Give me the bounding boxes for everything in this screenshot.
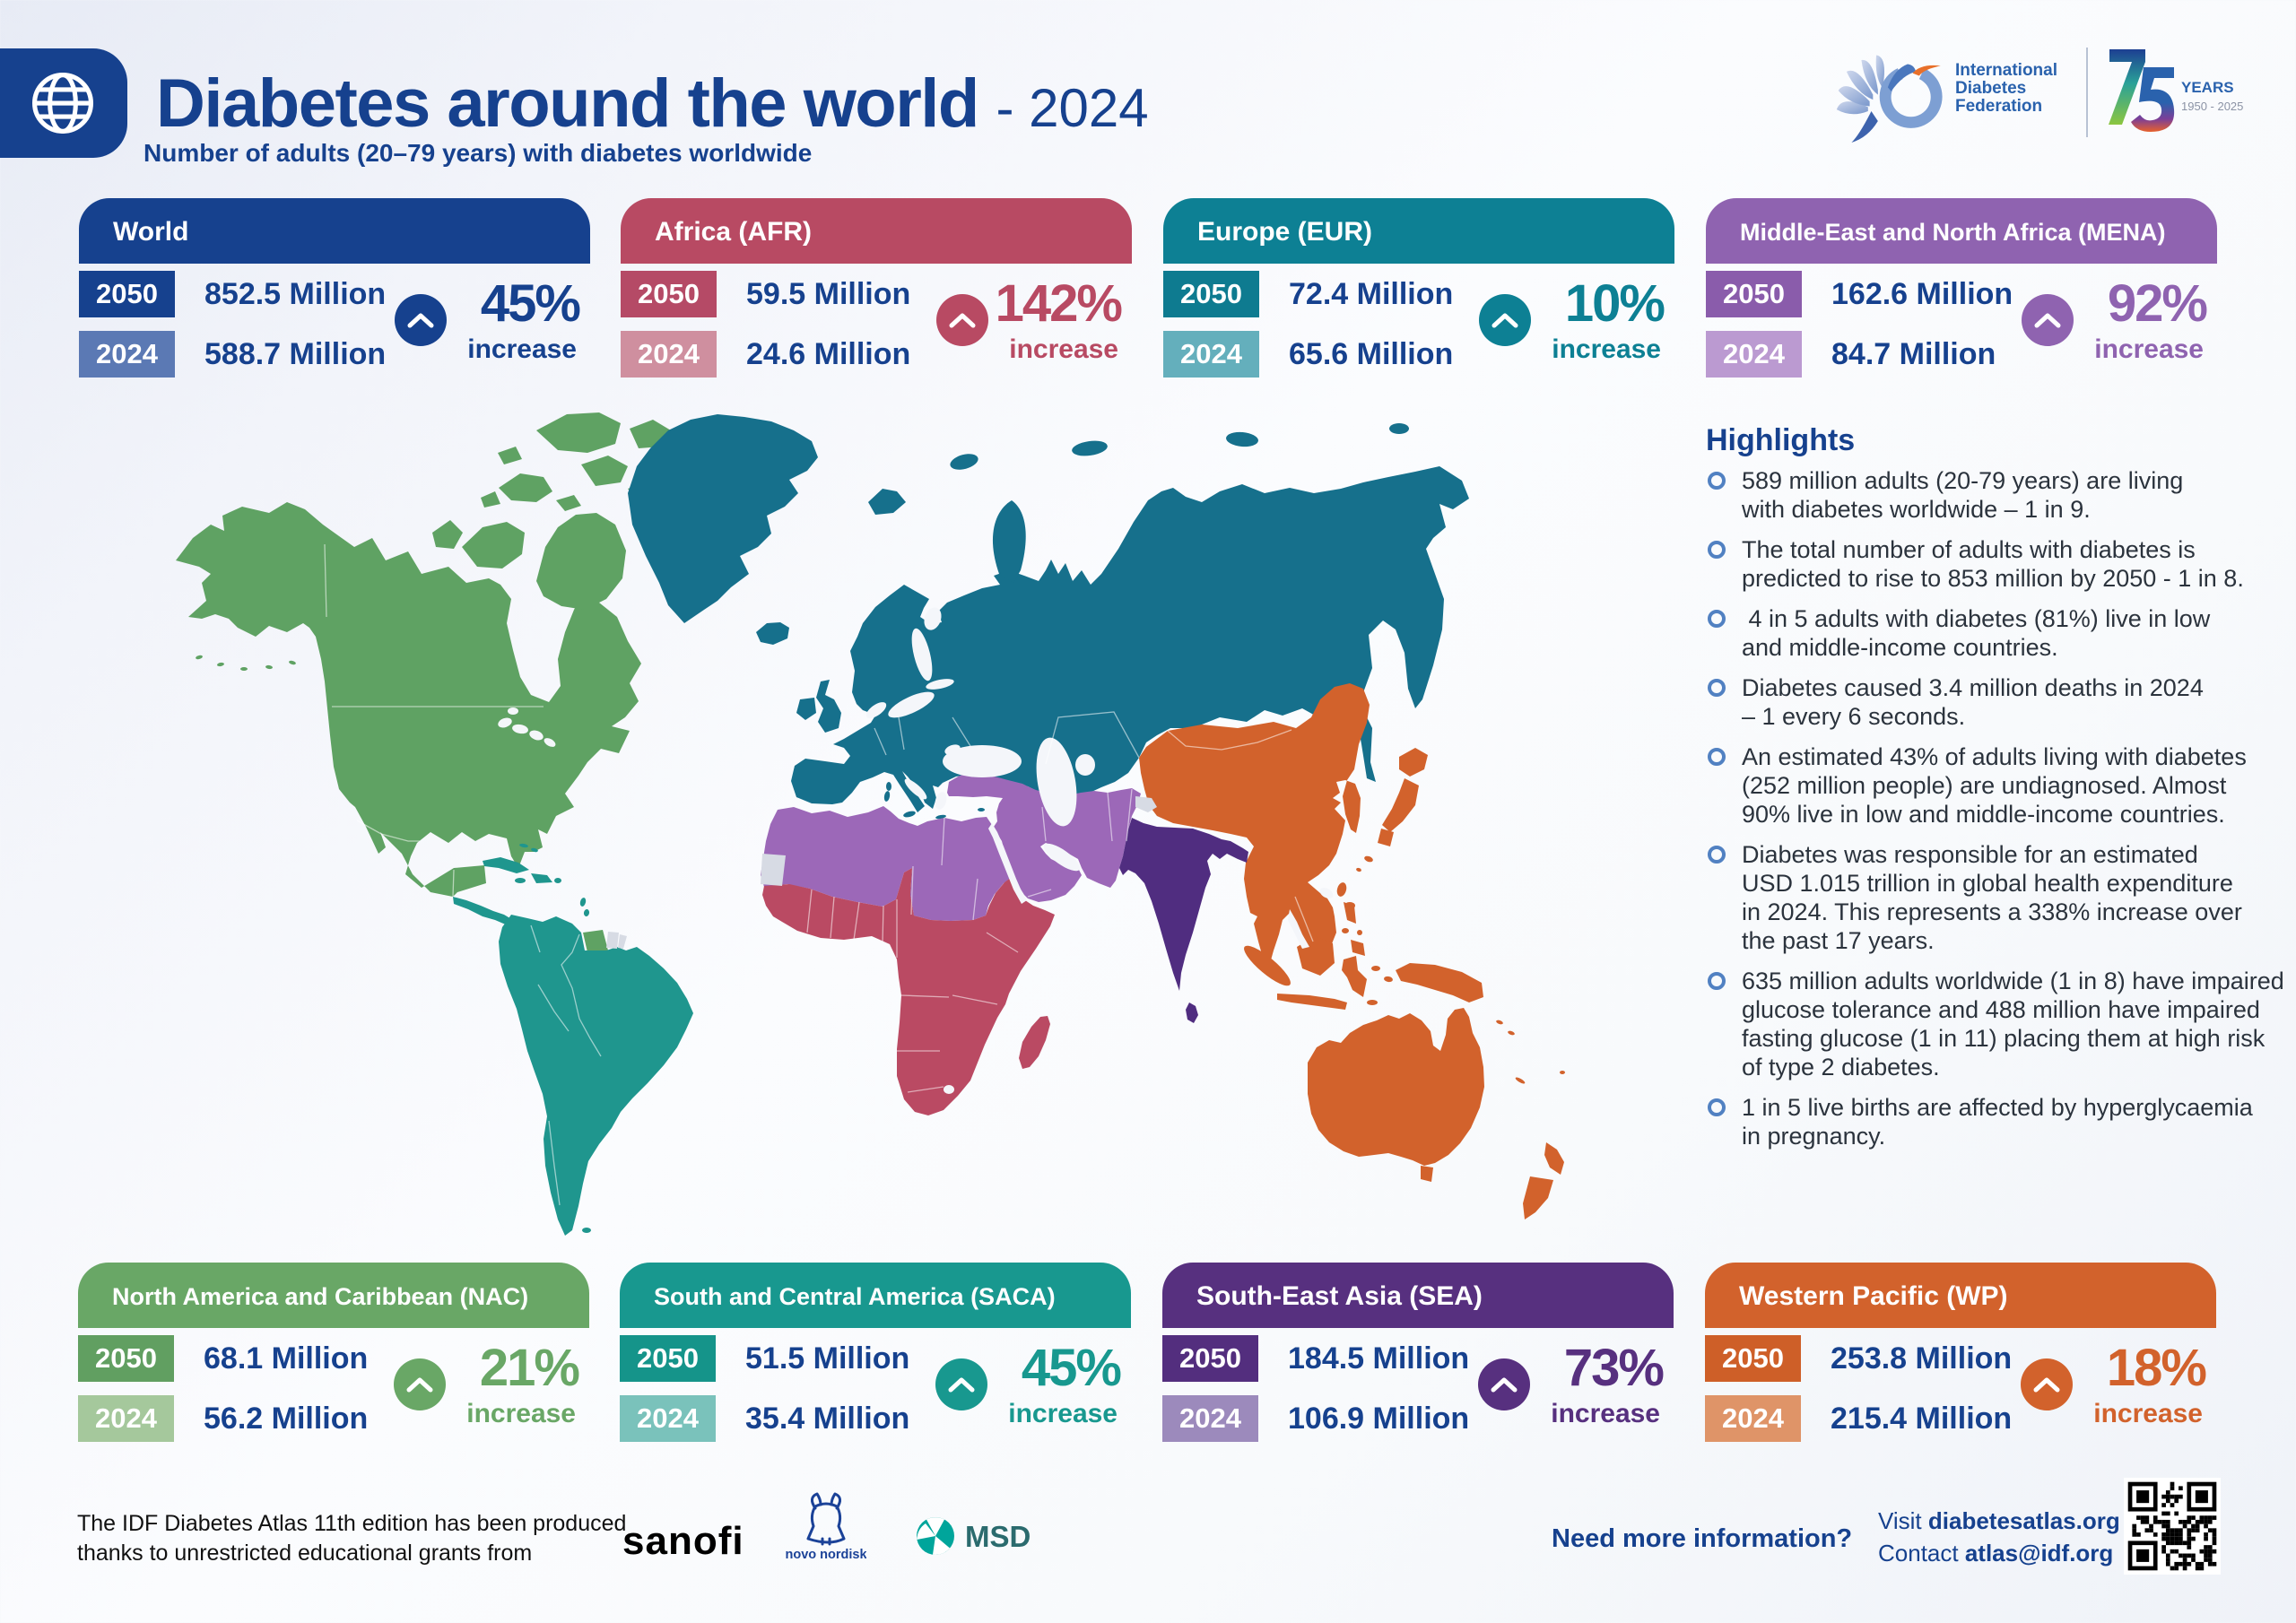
svg-text:Diabetes: Diabetes — [1955, 79, 2026, 98]
svg-text:International: International — [1955, 61, 2057, 80]
svg-text:MSD: MSD — [965, 1520, 1031, 1553]
svg-text:YEARS: YEARS — [2181, 79, 2234, 96]
svg-text:novo nordisk: novo nordisk — [786, 1548, 866, 1562]
svg-text:Federation: Federation — [1955, 97, 2042, 116]
svg-text:1950 - 2025: 1950 - 2025 — [2181, 100, 2243, 113]
